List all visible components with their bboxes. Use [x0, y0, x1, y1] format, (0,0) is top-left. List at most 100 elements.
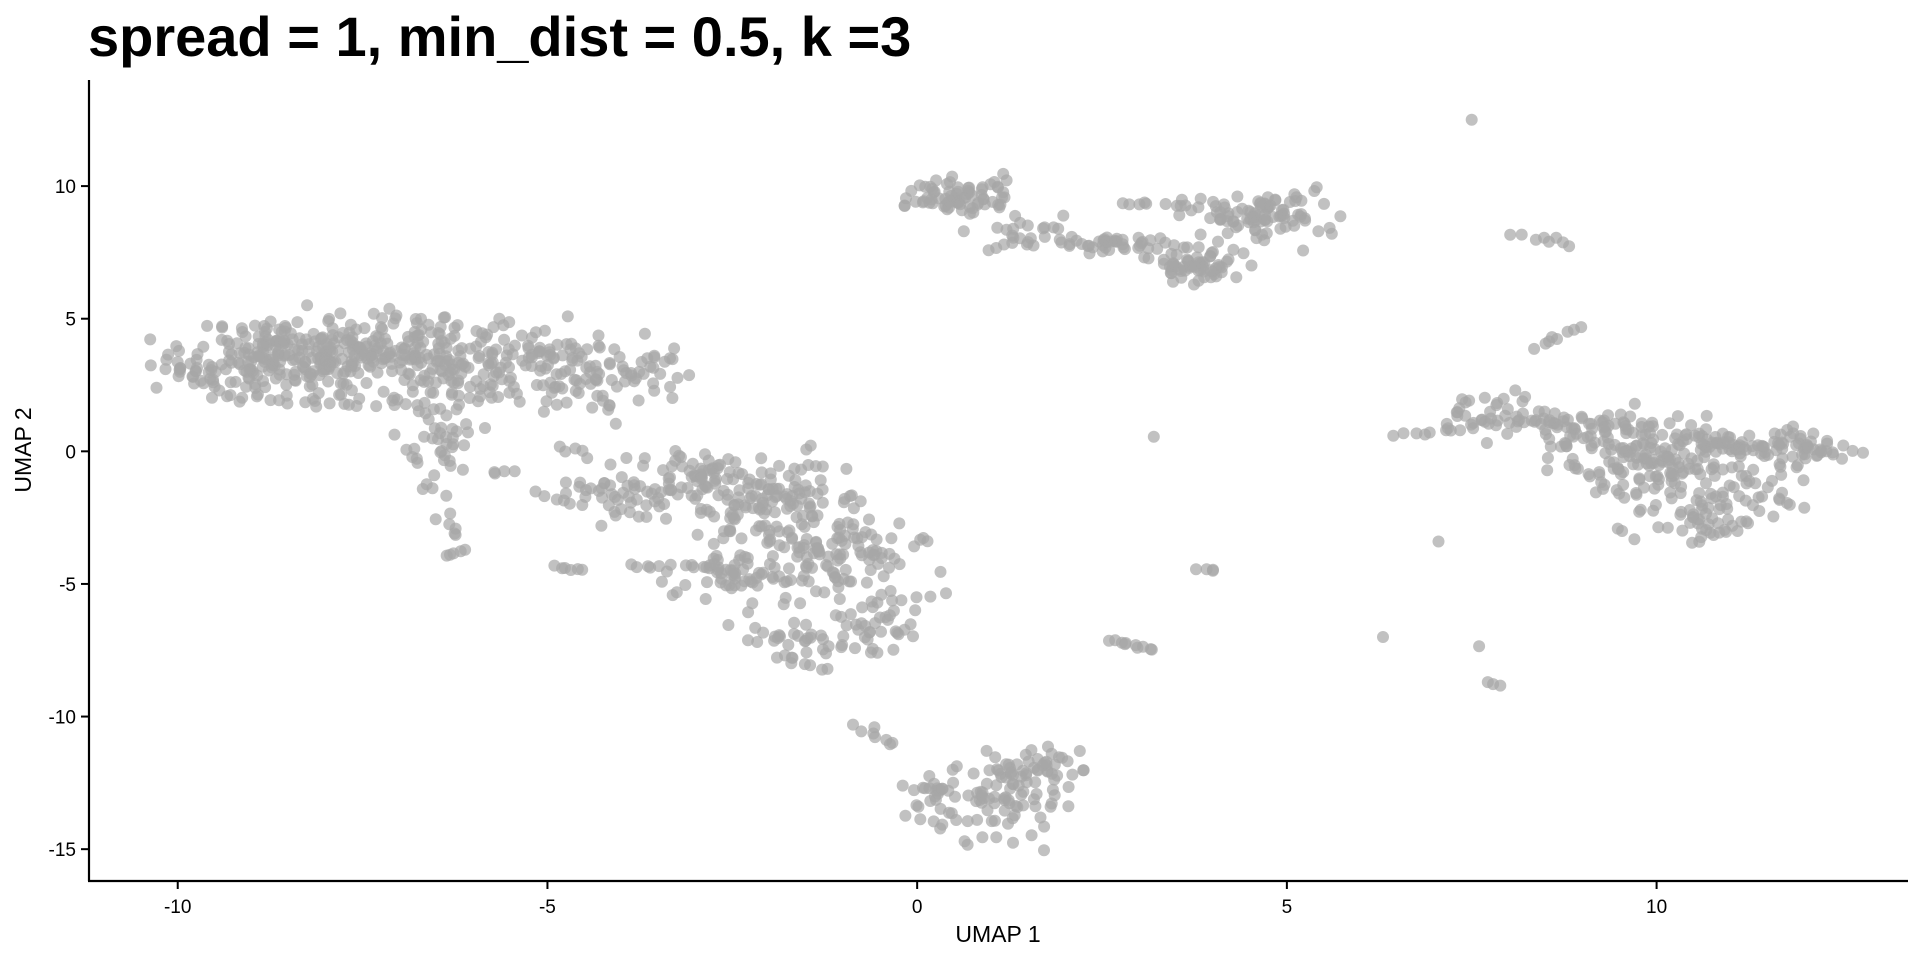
data-point: [1722, 436, 1735, 449]
data-point: [159, 363, 172, 376]
data-point: [513, 395, 526, 408]
x-tick-label: 5: [1282, 897, 1293, 918]
data-point: [250, 390, 263, 403]
data-point: [664, 380, 677, 393]
data-point: [904, 618, 917, 631]
data-point: [1062, 800, 1075, 813]
data-point: [533, 345, 546, 358]
data-point: [892, 628, 905, 641]
data-point: [764, 473, 777, 486]
data-point: [538, 490, 551, 503]
data-point: [435, 445, 448, 457]
data-point: [1444, 424, 1457, 437]
data-point: [1038, 221, 1051, 234]
data-point: [1541, 464, 1554, 477]
data-point: [144, 333, 157, 346]
x-axis-label: UMAP 1: [955, 921, 1040, 947]
data-point: [1151, 242, 1164, 255]
data-point: [1007, 836, 1019, 849]
data-point: [1006, 236, 1019, 249]
data-point: [560, 396, 573, 409]
data-point: [1057, 209, 1070, 222]
data-point: [846, 523, 859, 536]
data-point: [1501, 403, 1514, 416]
data-point: [870, 533, 883, 546]
data-point: [785, 657, 798, 670]
data-point: [1846, 444, 1859, 457]
data-point: [432, 337, 445, 350]
data-point: [722, 619, 735, 631]
data-point: [1021, 219, 1034, 232]
data-point: [640, 510, 653, 523]
data-point: [737, 563, 750, 576]
data-point: [1181, 241, 1194, 254]
data-point: [225, 356, 238, 369]
data-point: [564, 363, 577, 376]
data-point: [337, 377, 350, 390]
data-point: [1194, 192, 1207, 205]
data-point: [884, 738, 896, 751]
data-point: [559, 445, 572, 458]
data-point: [742, 477, 755, 489]
data-point: [1628, 533, 1641, 546]
data-point: [1038, 820, 1051, 833]
data-point: [869, 617, 882, 630]
data-point: [788, 481, 801, 493]
data-point: [1694, 468, 1707, 481]
data-point: [1583, 417, 1596, 430]
data-point: [1516, 407, 1529, 420]
data-point: [929, 790, 941, 803]
data-point: [875, 625, 887, 638]
data-point: [584, 482, 597, 495]
data-point: [919, 180, 932, 193]
data-point: [647, 361, 660, 374]
data-point: [764, 558, 776, 570]
data-point: [216, 321, 229, 334]
data-point: [1119, 637, 1132, 649]
data-point: [1504, 228, 1517, 241]
data-point: [251, 369, 264, 382]
y-tick-label: -15: [49, 840, 76, 861]
data-point: [961, 838, 974, 851]
data-point: [967, 767, 980, 780]
data-point: [800, 646, 813, 659]
data-point: [1218, 201, 1231, 214]
data-point: [837, 496, 850, 509]
data-point: [603, 357, 616, 369]
data-point: [885, 532, 898, 545]
data-point: [1616, 446, 1629, 459]
data-point: [592, 329, 605, 342]
data-point: [596, 491, 609, 504]
data-point: [1575, 321, 1588, 334]
data-point: [492, 391, 505, 403]
data-point: [844, 608, 857, 621]
data-point: [144, 359, 157, 372]
data-point: [640, 499, 653, 512]
data-point: [800, 618, 812, 631]
data-point: [784, 500, 797, 512]
x-axis-ticks: -10 -5 0 5 10: [164, 881, 1667, 918]
data-point: [1478, 391, 1491, 404]
data-point: [604, 458, 617, 471]
data-point: [637, 367, 650, 380]
data-point: [1826, 446, 1839, 459]
data-point: [816, 496, 829, 509]
y-axis-label: UMAP 2: [10, 407, 36, 492]
data-point: [1230, 271, 1243, 284]
data-point: [576, 444, 589, 457]
data-point: [259, 381, 272, 394]
data-point: [895, 594, 908, 607]
data-point: [1837, 439, 1850, 452]
data-point: [1670, 428, 1683, 441]
data-point: [174, 362, 187, 375]
data-point: [504, 371, 517, 384]
data-point: [773, 539, 786, 552]
data-point: [944, 176, 956, 189]
data-point: [428, 469, 441, 482]
data-point: [317, 363, 330, 376]
data-point: [229, 375, 242, 388]
data-point: [828, 567, 841, 580]
data-point: [615, 471, 628, 484]
data-point: [334, 307, 347, 320]
